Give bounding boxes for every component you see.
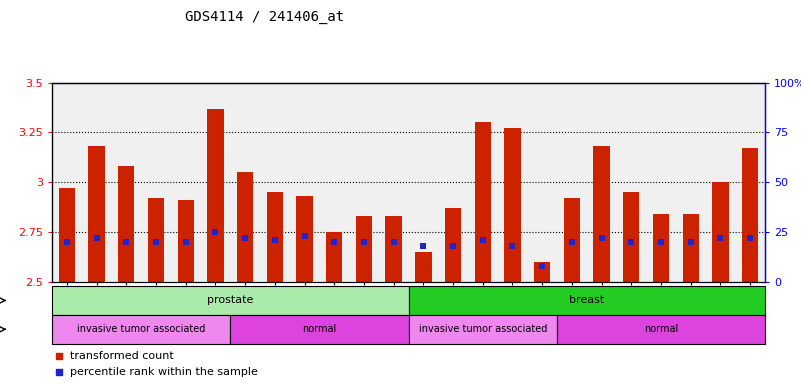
Point [179,239,192,245]
Bar [505,129,521,282]
Bar [475,122,491,282]
Point [150,239,163,245]
Text: GDS4114 / 241406_at: GDS4114 / 241406_at [185,10,344,23]
Bar [653,214,669,282]
Bar [119,166,135,282]
Point [120,239,133,245]
Bar [445,209,461,282]
Text: invasive tumor associated: invasive tumor associated [419,324,547,334]
Point [91,235,103,242]
Point [357,239,370,245]
Bar [148,199,164,282]
Bar [207,109,223,282]
Bar [742,149,759,282]
Text: normal: normal [302,324,336,334]
Bar [326,232,342,282]
Bar [594,146,610,282]
Point [239,235,252,242]
Point [595,235,608,242]
Bar [557,315,765,344]
Bar [88,146,105,282]
Bar [296,196,312,282]
Bar [623,192,639,282]
Point [209,229,222,235]
Point [684,239,697,245]
Point [447,243,460,249]
Bar [682,214,698,282]
Point [743,235,756,242]
Bar [52,286,409,315]
Point [53,369,66,375]
Point [417,243,430,249]
Bar [409,286,765,315]
Bar [58,189,75,282]
Text: breast: breast [569,295,605,306]
Text: normal: normal [644,324,678,334]
Point [506,243,519,249]
Bar [231,315,409,344]
Bar [385,216,402,282]
Point [387,239,400,245]
Bar [356,216,372,282]
Point [714,235,727,242]
Text: prostate: prostate [207,295,253,306]
Point [536,263,549,269]
Bar [415,252,432,282]
Point [61,239,74,245]
Point [53,353,66,359]
Point [625,239,638,245]
Bar [267,192,283,282]
Text: invasive tumor associated: invasive tumor associated [77,324,205,334]
Point [328,239,340,245]
Bar [237,172,253,282]
Text: percentile rank within the sample: percentile rank within the sample [70,367,258,377]
Bar [409,315,557,344]
Point [566,239,578,245]
Point [268,237,281,243]
Text: transformed count: transformed count [70,351,174,361]
Bar [534,262,550,282]
Bar [52,315,231,344]
Bar [564,199,580,282]
Point [477,237,489,243]
Point [654,239,667,245]
Bar [178,200,194,282]
Bar [712,182,729,282]
Point [298,233,311,239]
